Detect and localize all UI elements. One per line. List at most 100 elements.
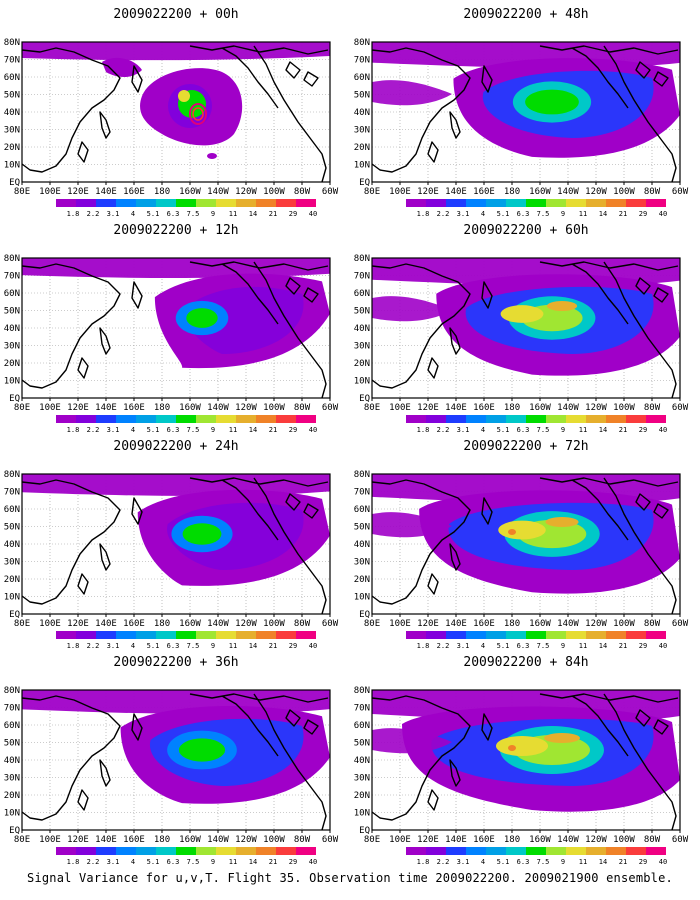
y-tick-label: 50N xyxy=(354,739,370,749)
variance-field xyxy=(372,258,680,376)
x-tick-label: 100W xyxy=(263,187,285,197)
colorbar-label: 2.2 xyxy=(437,426,450,434)
coastline xyxy=(21,695,121,821)
x-tick-label: 140E xyxy=(445,835,467,845)
colorbar-label: 5.1 xyxy=(147,426,160,434)
island xyxy=(481,281,493,309)
colorbar-swatch xyxy=(116,199,136,207)
x-tick-label: 100W xyxy=(613,403,635,413)
colorbar: 1.8 2.2 3.1 4 5.1 6.3 7.5 9 11 14 21 29 40 xyxy=(56,415,317,434)
colorbar-swatch xyxy=(586,847,606,855)
x-tick-label: 180 xyxy=(154,619,170,629)
x-tick-label: 180 xyxy=(154,835,170,845)
x-tick-label: 120E xyxy=(417,619,439,629)
island xyxy=(427,141,439,163)
island xyxy=(131,65,143,93)
colorbar-label: 2.2 xyxy=(87,642,100,650)
colorbar-swatch xyxy=(446,847,466,855)
island xyxy=(449,543,461,571)
colorbar-label: 2.2 xyxy=(87,426,100,434)
x-tick-label: 140E xyxy=(445,403,467,413)
colorbar-swatch xyxy=(116,415,136,423)
island xyxy=(635,709,669,735)
colorbar-label: 7.5 xyxy=(537,210,550,218)
y-tick-label: 30N xyxy=(354,126,370,136)
coastline xyxy=(603,45,677,183)
colorbar-swatch xyxy=(566,415,586,423)
x-tick-label: 180 xyxy=(154,403,170,413)
colorbar-swatch xyxy=(626,199,646,207)
x-tick-label: 60W xyxy=(672,835,689,845)
x-tick-label: 100E xyxy=(39,619,61,629)
colorbar-swatch xyxy=(486,415,506,423)
colorbar-label: 7.5 xyxy=(537,858,550,866)
colorbar-swatch xyxy=(276,847,296,855)
colorbar-label: 4 xyxy=(131,210,135,218)
x-tick-label: 160E xyxy=(123,187,145,197)
coastline xyxy=(189,477,329,487)
island xyxy=(481,65,493,93)
map-frame xyxy=(21,41,331,183)
colorbar-swatch xyxy=(406,631,426,639)
colorbar-label: 21 xyxy=(269,210,277,218)
colorbar-label: 4 xyxy=(131,642,135,650)
y-tick-label: EQ xyxy=(9,610,20,620)
variance-field xyxy=(22,258,330,369)
y-tick-label: 70N xyxy=(354,488,370,498)
coastline xyxy=(189,693,329,703)
x-tick-label: 60W xyxy=(672,403,689,413)
island xyxy=(285,61,319,87)
island xyxy=(285,277,319,303)
colorbar-swatch xyxy=(76,415,96,423)
y-tick-label: EQ xyxy=(9,394,20,404)
island xyxy=(427,357,439,379)
y-tick-label: 50N xyxy=(4,523,20,533)
panel-title: 2009022200 + 36h xyxy=(113,655,238,670)
y-tick-label: 80N xyxy=(354,38,370,48)
colorbar-label: 11 xyxy=(229,426,237,434)
x-tick-label: 180 xyxy=(504,835,520,845)
x-tick-label: 140W xyxy=(557,403,579,413)
colorbar-label: 4 xyxy=(131,426,135,434)
colorbar-label: 11 xyxy=(579,642,587,650)
coastlines xyxy=(21,45,329,183)
colorbar-swatch xyxy=(406,199,426,207)
observation-circle xyxy=(189,103,207,125)
island xyxy=(99,543,111,571)
colorbar-swatch xyxy=(176,631,196,639)
field-region xyxy=(372,728,452,754)
x-tick-label: 120W xyxy=(585,187,607,197)
y-tick-label: 40N xyxy=(354,540,370,550)
colorbar-swatch xyxy=(276,631,296,639)
coastline xyxy=(253,45,327,183)
y-tick-label: 70N xyxy=(354,704,370,714)
x-tick-label: 100E xyxy=(389,835,411,845)
island xyxy=(635,277,669,303)
colorbar-swatch xyxy=(156,415,176,423)
x-tick-label: 160W xyxy=(529,187,551,197)
observation-circle xyxy=(192,107,204,121)
x-tick-label: 80W xyxy=(294,619,311,629)
x-tick-label: 120W xyxy=(585,619,607,629)
colorbar-swatch xyxy=(196,199,216,207)
colorbar-label: 21 xyxy=(619,426,627,434)
colorbar-label: 4 xyxy=(481,642,485,650)
colorbar-swatch xyxy=(526,847,546,855)
colorbar-swatch xyxy=(176,847,196,855)
colorbar-label: 3.1 xyxy=(107,642,120,650)
y-tick-label: 80N xyxy=(354,254,370,264)
y-tick-label: 60N xyxy=(354,721,370,731)
x-tick-label: 140E xyxy=(445,619,467,629)
colorbar-swatch xyxy=(156,199,176,207)
x-tick-label: 160E xyxy=(123,835,145,845)
colorbar-label: 3.1 xyxy=(457,642,470,650)
y-tick-label: 40N xyxy=(4,756,20,766)
colorbar-swatch xyxy=(136,631,156,639)
x-tick-label: 120E xyxy=(67,187,89,197)
field-region xyxy=(500,305,544,323)
x-tick-label: 80E xyxy=(14,403,30,413)
map-area xyxy=(371,473,681,615)
colorbar-swatch xyxy=(426,199,446,207)
x-tick-label: 180 xyxy=(504,187,520,197)
colorbar: 1.8 2.2 3.1 4 5.1 6.3 7.5 9 11 14 21 29 40 xyxy=(406,847,667,866)
